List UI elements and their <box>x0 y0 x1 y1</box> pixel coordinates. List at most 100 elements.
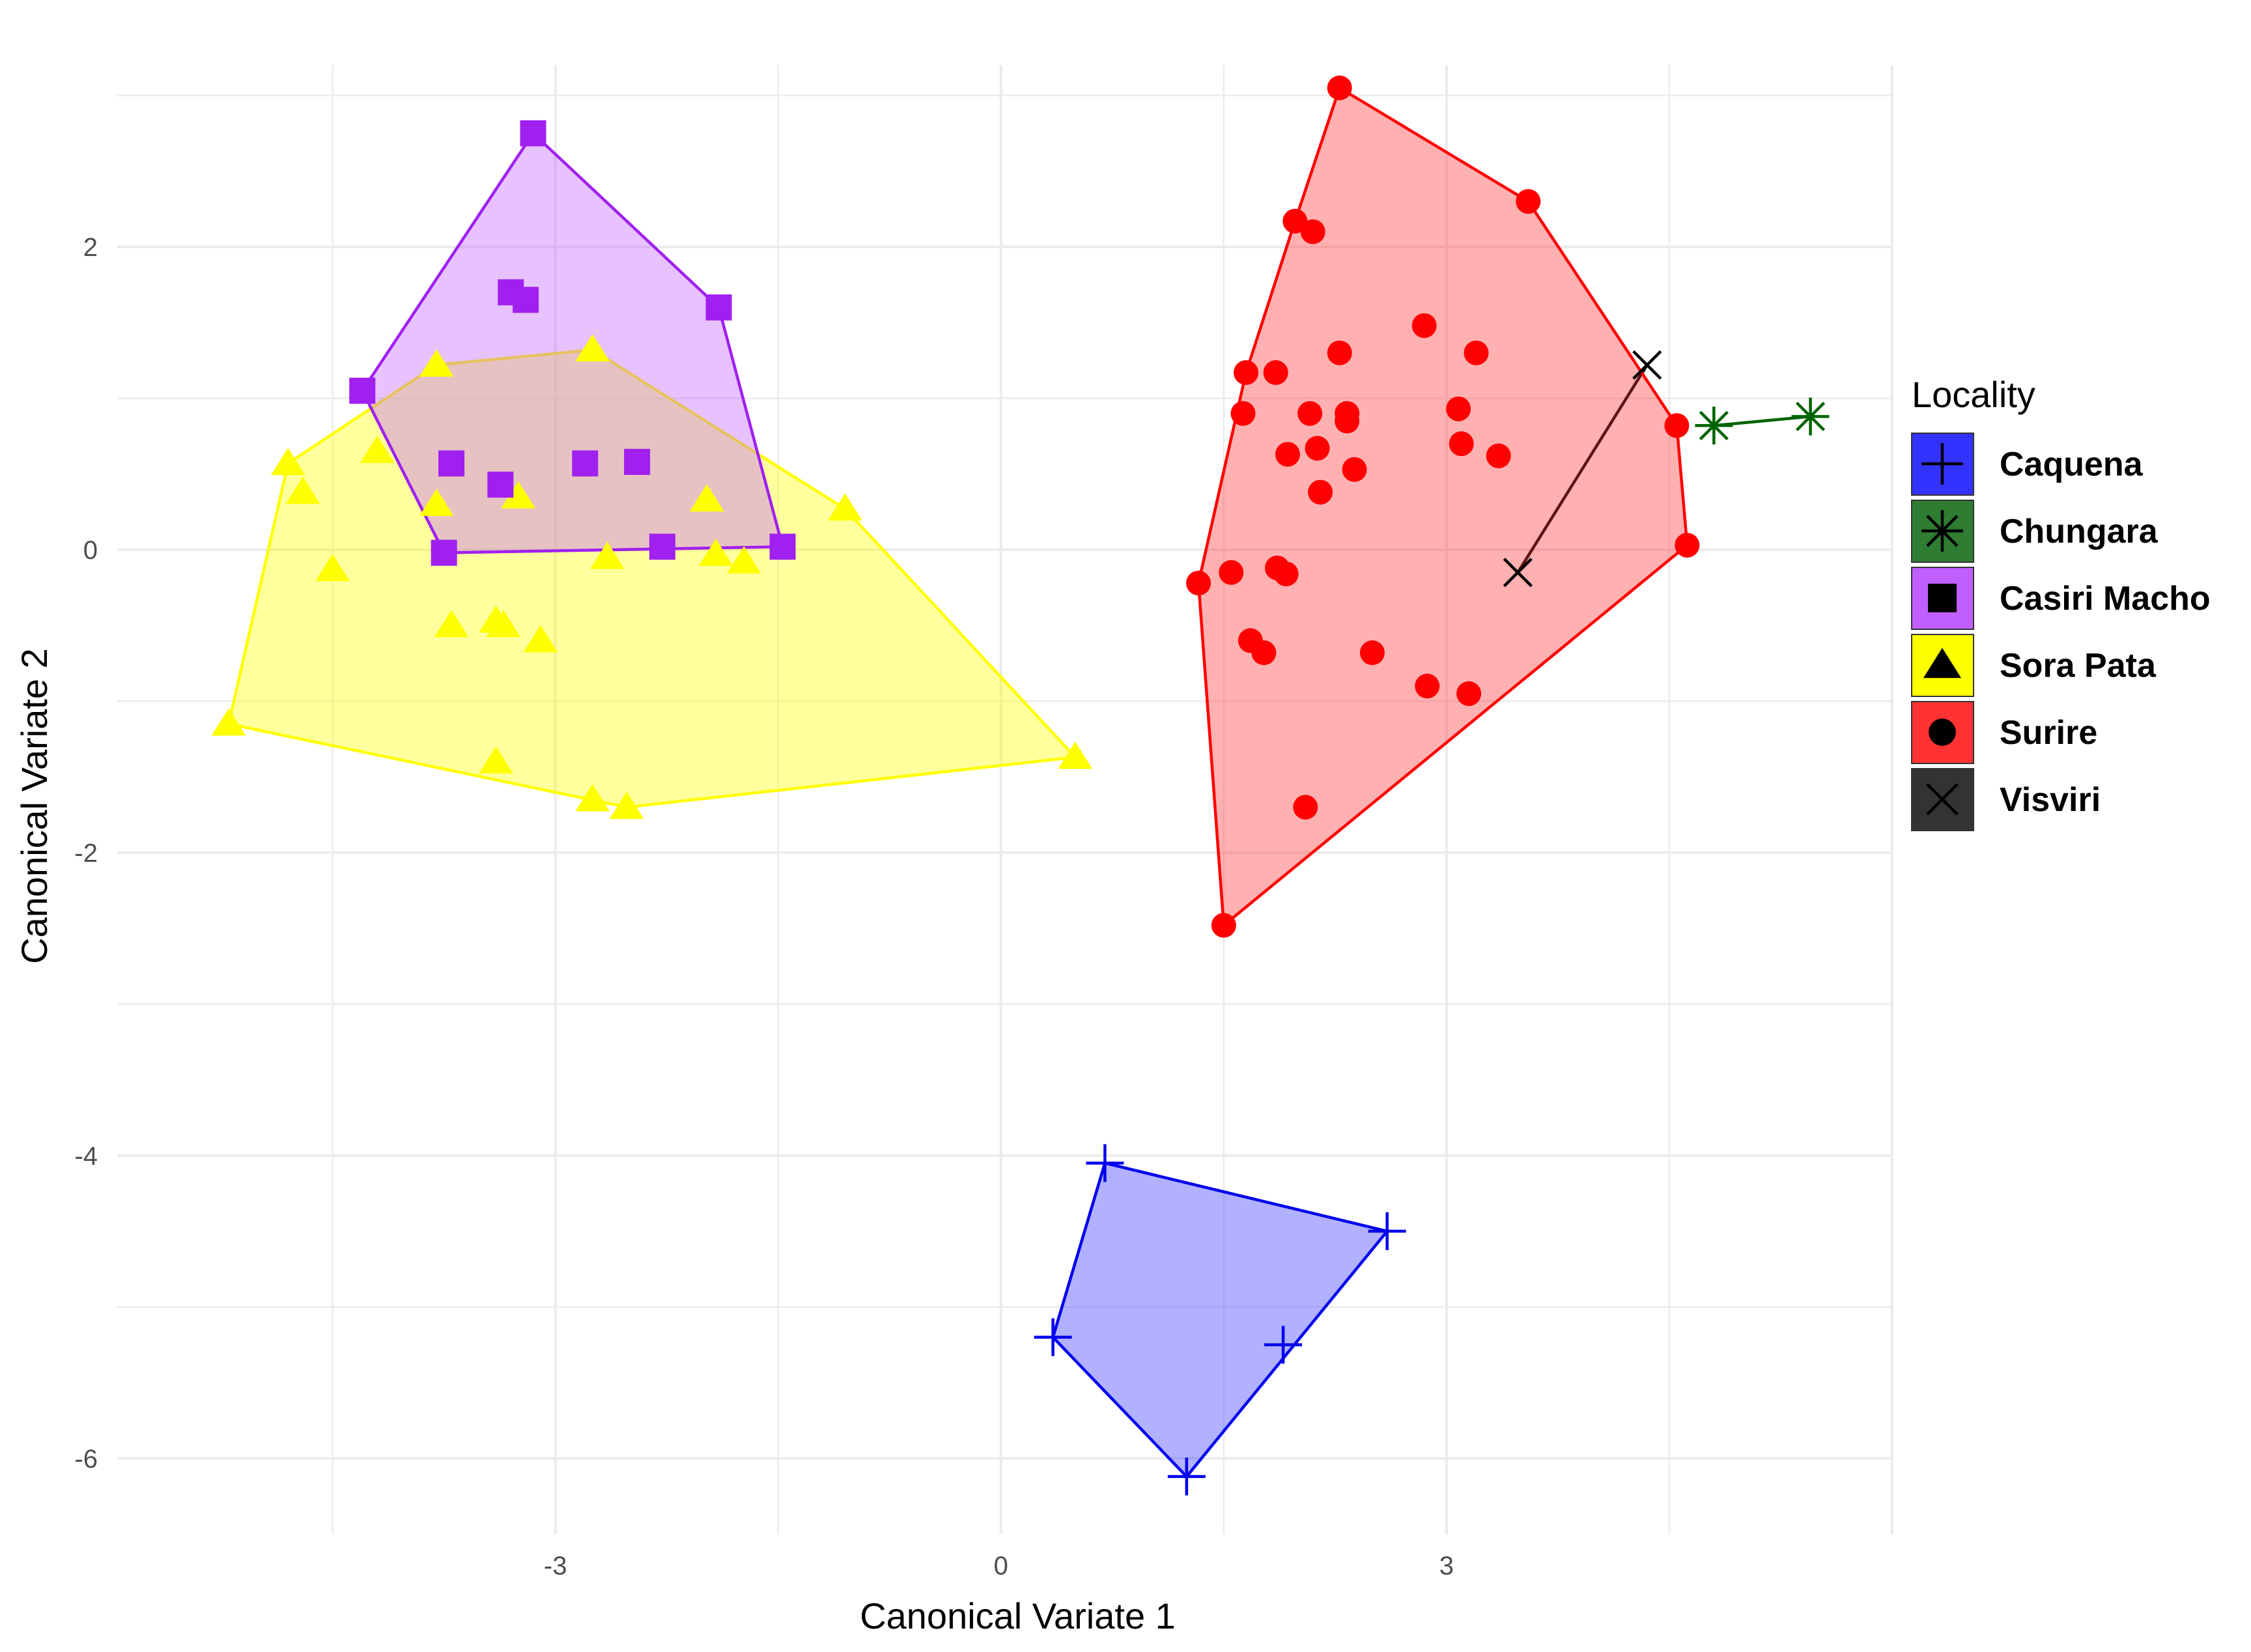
legend-item-visviri: Visviri <box>1911 768 2101 831</box>
series-surire <box>1186 75 1700 938</box>
point-casiri-macho <box>513 287 539 313</box>
point-sora-pata <box>726 546 761 574</box>
legend-triangle-icon <box>1923 648 1962 678</box>
y-tick-label: -6 <box>74 1445 98 1474</box>
point-sora-pata <box>486 610 521 638</box>
legend-item-surire: Surire <box>1911 701 2097 764</box>
hull-chungara <box>1714 415 1811 427</box>
y-tick-label: 0 <box>83 536 98 565</box>
point-sora-pata <box>434 610 469 638</box>
point-chungara <box>1791 397 1830 436</box>
y-tick-label: -2 <box>74 839 98 868</box>
point-surire <box>1464 340 1489 365</box>
point-layer <box>211 75 1830 1496</box>
point-caquena <box>1368 1212 1406 1251</box>
point-surire <box>1449 431 1474 457</box>
point-surire <box>1446 396 1471 421</box>
legend: Locality Caquena Chungara Casiri Macho Sora… <box>1911 374 2211 831</box>
series-chungara <box>1695 397 1830 445</box>
point-sora-pata <box>211 708 246 736</box>
point-sora-pata <box>590 541 625 569</box>
point-surire <box>1219 560 1244 585</box>
point-surire <box>1359 640 1385 665</box>
legend-label-chungara: Chungara <box>2000 513 2159 550</box>
point-casiri-macho <box>438 450 465 477</box>
point-sora-pata <box>827 493 862 521</box>
point-sora-pata <box>419 349 454 377</box>
point-sora-pata <box>1058 741 1093 769</box>
point-visviri <box>1503 558 1533 588</box>
legend-label-caquena: Caquena <box>2000 446 2144 483</box>
legend-swatch-sora-pata <box>1911 634 1974 697</box>
point-caquena <box>1167 1457 1206 1496</box>
legend-circle-icon <box>1929 719 1956 746</box>
point-sora-pata <box>360 435 395 463</box>
point-surire <box>1263 360 1288 385</box>
point-surire <box>1327 75 1352 100</box>
point-casiri-macho <box>705 294 732 320</box>
point-surire <box>1415 674 1440 699</box>
point-surire <box>1211 913 1236 938</box>
point-casiri-macho <box>349 377 376 404</box>
point-sora-pata <box>419 489 454 517</box>
point-sora-pata <box>270 448 305 476</box>
point-surire <box>1305 436 1330 461</box>
hull-surire <box>1196 86 1689 927</box>
point-sora-pata <box>285 476 320 504</box>
point-surire <box>1308 479 1333 505</box>
point-caquena <box>1086 1144 1124 1182</box>
legend-label-visviri: Visviri <box>2000 781 2101 819</box>
point-surire <box>1664 413 1690 438</box>
point-surire <box>1273 562 1299 587</box>
legend-square-icon <box>1928 584 1957 612</box>
point-sora-pata <box>479 746 513 774</box>
legend-swatch-casiri-macho <box>1911 567 1974 630</box>
legend-label-surire: Surire <box>2000 714 2097 752</box>
hull-caquena <box>1051 1161 1389 1478</box>
point-surire <box>1486 443 1511 468</box>
point-surire <box>1411 313 1437 338</box>
point-surire <box>1297 401 1323 426</box>
point-surire <box>1335 408 1360 434</box>
point-surire <box>1293 795 1318 820</box>
hull-layer <box>227 86 1811 1478</box>
point-surire <box>1456 681 1482 706</box>
legend-item-sora-pata: Sora Pata <box>1911 634 2157 697</box>
x-tick-label: -3 <box>544 1552 567 1580</box>
x-tick-label: 0 <box>994 1552 1008 1580</box>
legend-item-casiri-macho: Casiri Macho <box>1911 567 2211 630</box>
y-tick-label: -4 <box>74 1142 98 1171</box>
point-caquena <box>1264 1326 1303 1364</box>
point-sora-pata <box>523 625 558 653</box>
series-visviri <box>1503 350 1662 588</box>
point-casiri-macho <box>624 449 651 476</box>
point-surire <box>1186 571 1211 596</box>
point-caquena <box>1034 1318 1072 1356</box>
point-sora-pata <box>315 554 350 582</box>
point-visviri <box>1632 350 1662 380</box>
point-casiri-macho <box>649 534 675 560</box>
point-chungara <box>1695 406 1733 445</box>
point-casiri-macho <box>769 534 796 560</box>
point-surire <box>1516 189 1541 214</box>
point-surire <box>1675 532 1700 558</box>
legend-plus-icon <box>1921 443 1963 485</box>
series-casiri-macho <box>349 120 796 566</box>
legend-item-caquena: Caquena <box>1911 433 2144 496</box>
point-casiri-macho <box>572 450 599 477</box>
point-surire <box>1251 640 1277 665</box>
point-sora-pata <box>609 791 644 819</box>
legend-label-sora-pata: Sora Pata <box>2000 647 2157 685</box>
legend-asterisk-icon <box>1921 510 1963 552</box>
x-tick-label: 3 <box>1439 1552 1454 1580</box>
point-sora-pata <box>689 484 724 512</box>
point-surire <box>1300 219 1325 244</box>
point-sora-pata <box>698 538 733 566</box>
point-surire <box>1282 208 1308 234</box>
hull-casiri-macho <box>361 132 784 554</box>
y-axis-title: Canonical Variate 2 <box>14 648 55 964</box>
tick-labels: -3 0 3 2 0 -2 -4 -6 <box>74 233 1454 1580</box>
point-sora-pata <box>501 481 536 509</box>
hull-visviri <box>1516 364 1649 573</box>
